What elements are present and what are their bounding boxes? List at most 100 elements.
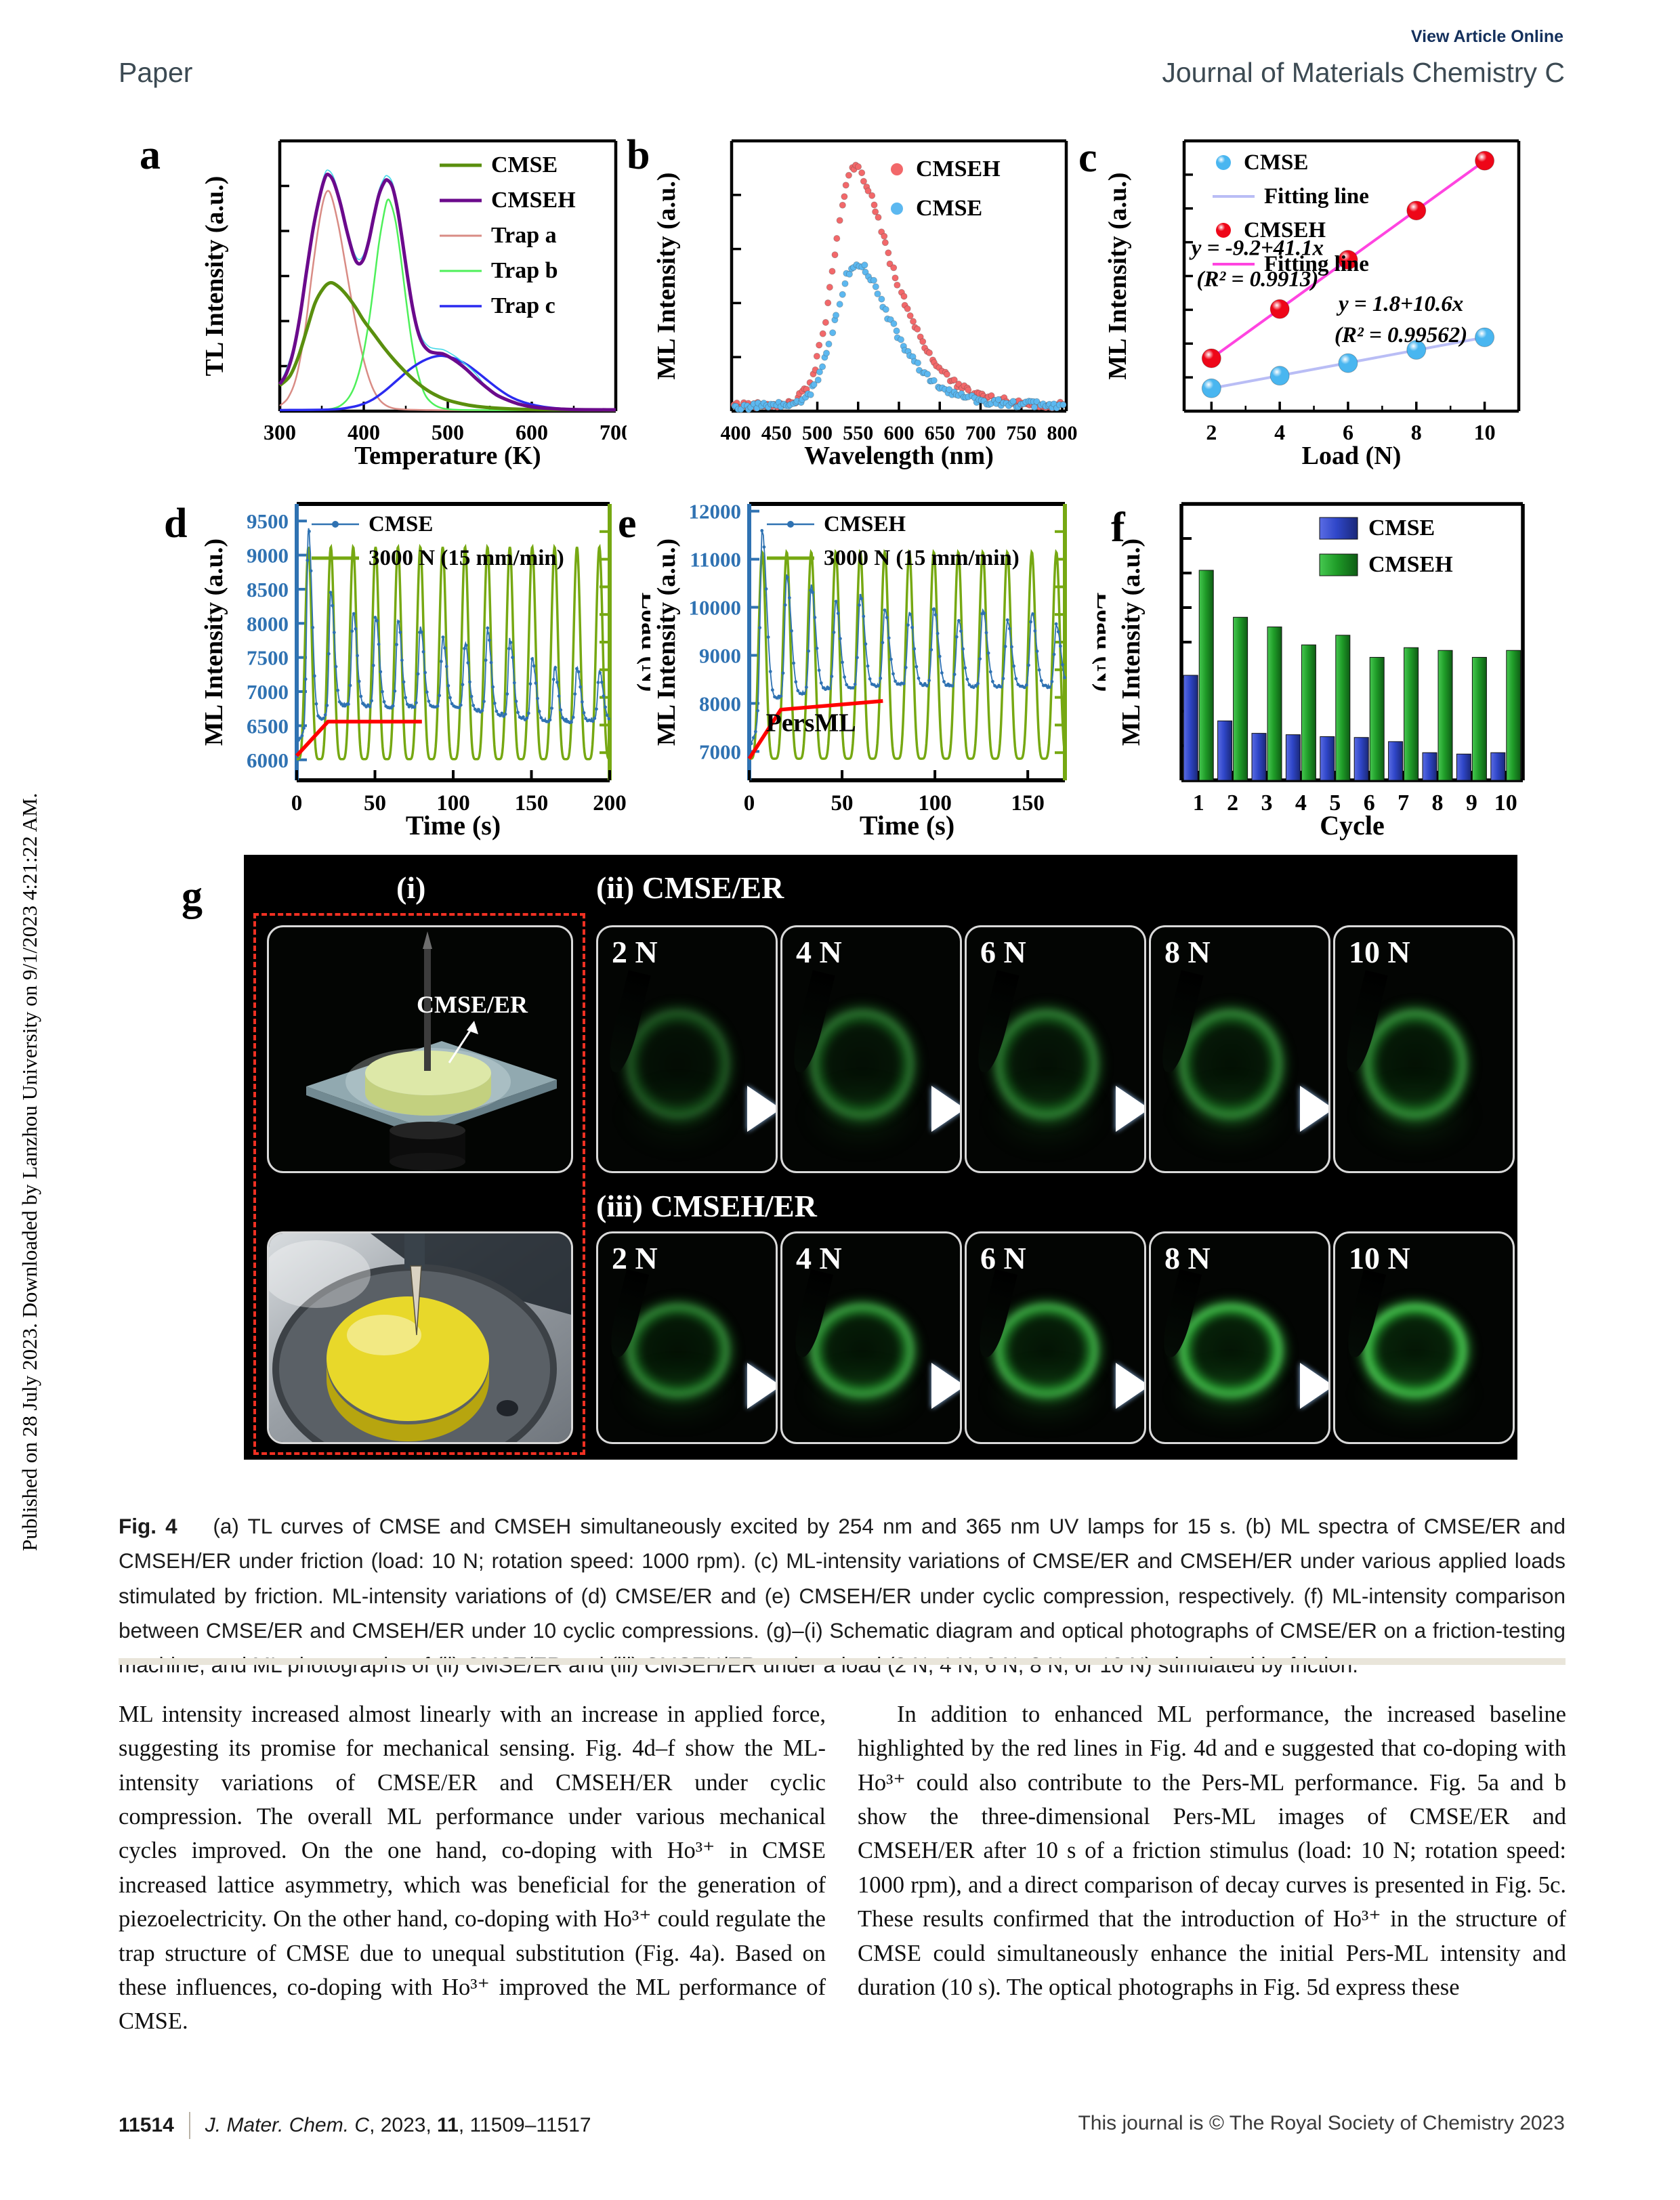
svg-text:6500: 6500 [247, 714, 289, 738]
svg-text:CMSE: CMSE [491, 152, 558, 177]
svg-text:10: 10 [1474, 420, 1496, 444]
schematic-highlight-dashed-box [253, 913, 585, 1455]
svg-text:700: 700 [600, 420, 627, 444]
load-label: 10 N [1349, 1241, 1410, 1275]
body-paragraph-right: In addition to enhanced ML performance, … [858, 1701, 1566, 2000]
play-arrow-icon[interactable] [931, 1086, 960, 1132]
section-divider [119, 1658, 1566, 1665]
svg-text:8: 8 [1411, 420, 1422, 444]
svg-text:Time (s): Time (s) [406, 810, 501, 841]
friction-machine-photo-tile [267, 1231, 573, 1444]
svg-text:Fitting line: Fitting line [1264, 184, 1369, 209]
svg-text:PersML: PersML [766, 709, 856, 738]
figure-caption-text: (a) TL curves of CMSE and CMSEH simultan… [119, 1514, 1566, 1678]
ml-glow-smear [803, 1078, 921, 1151]
svg-text:400: 400 [348, 420, 380, 444]
load-label: 4 N [796, 935, 842, 969]
svg-text:ML Intensity (a.u.): ML Intensity (a.u.) [1104, 172, 1132, 379]
svg-text:Trap c: Trap c [491, 293, 555, 318]
svg-text:11000: 11000 [690, 548, 741, 572]
play-arrow-icon[interactable] [747, 1086, 776, 1132]
footer-volume: 11 [437, 2114, 459, 2136]
ml-glow-smear [988, 1078, 1105, 1151]
svg-text:Trap b: Trap b [491, 258, 558, 283]
svg-text:Load (N): Load (N) [1302, 442, 1402, 470]
ml-photo-cmse-er-5: 10 N [1333, 925, 1515, 1173]
play-arrow-icon[interactable] [1300, 1086, 1328, 1132]
ml-photo-cmseh-er-2: 4 N [780, 1231, 962, 1444]
svg-text:6: 6 [1343, 420, 1353, 444]
play-arrow-icon[interactable] [1116, 1363, 1144, 1409]
svg-text:TL Intensity (a.u.): TL Intensity (a.u.) [201, 176, 229, 377]
ml-photo-cmse-er-2: 4 N [780, 925, 962, 1173]
figure-caption-label: Fig. 4 [119, 1514, 177, 1538]
svg-text:9000: 9000 [247, 544, 289, 568]
body-column-right: In addition to enhanced ML performance, … [858, 1697, 1566, 2004]
ml-photo-cmse-er-3: 6 N [965, 925, 1146, 1173]
svg-text:500: 500 [432, 420, 464, 444]
svg-text:800: 800 [1047, 422, 1077, 444]
svg-text:ML Intensity (a.u.): ML Intensity (a.u.) [652, 172, 681, 379]
friction-pin [424, 948, 431, 1071]
sample-disc-photo [327, 1296, 489, 1421]
svg-text:y = 1.8+10.6x: y = 1.8+10.6x [1336, 292, 1463, 316]
ml-glow-smear [1172, 1078, 1289, 1151]
svg-text:6000: 6000 [247, 748, 289, 772]
svg-text:600: 600 [516, 420, 548, 444]
svg-text:Trap a: Trap a [491, 223, 557, 248]
svg-text:50: 50 [831, 791, 854, 816]
chart-panel-e: 7000 8000 9000 10000 11000 12000 0 50 100 150 Time… [648, 493, 1120, 851]
svg-text:300: 300 [264, 420, 296, 444]
svg-text:CMSEH: CMSEH [824, 512, 906, 536]
panel-letter-g: g [182, 873, 203, 919]
svg-text:400: 400 [721, 422, 751, 444]
ml-photo-cmseh-er-5: 10 N [1333, 1231, 1515, 1444]
svg-text:700: 700 [965, 422, 996, 444]
svg-text:CMSEH: CMSEH [1244, 218, 1326, 242]
svg-text:ML Intensity (a.u.): ML Intensity (a.u.) [1119, 538, 1146, 746]
svg-text:150: 150 [1011, 791, 1045, 816]
svg-text:7500: 7500 [247, 646, 289, 670]
play-arrow-icon[interactable] [1300, 1363, 1328, 1409]
footer-journal-abbrev: J. Mater. Chem. C [205, 2114, 370, 2136]
ml-glow-smear [803, 1363, 921, 1425]
sample-disc-side [365, 1073, 491, 1116]
load-label: 8 N [1164, 1241, 1211, 1275]
svg-text:9500: 9500 [247, 509, 289, 533]
svg-text:Temperature (K): Temperature (K) [354, 442, 541, 470]
svg-text:100: 100 [436, 791, 470, 816]
view-article-online-link[interactable]: View Article Online [1410, 27, 1563, 46]
svg-text:CMSE: CMSE [369, 512, 433, 536]
svg-text:3: 3 [1261, 790, 1273, 816]
svg-text:8000: 8000 [699, 692, 741, 715]
footer-citation: 11514 J. Mater. Chem. C, 2023, 11, 11509… [119, 2112, 591, 2139]
panel-letter-d: d [164, 501, 188, 547]
svg-text:650: 650 [925, 422, 955, 444]
svg-text:550: 550 [843, 422, 873, 444]
svg-text:CMSEH: CMSEH [491, 188, 576, 213]
svg-text:8: 8 [1432, 790, 1444, 816]
play-arrow-icon[interactable] [747, 1363, 776, 1409]
svg-text:6: 6 [1364, 790, 1375, 816]
row-label-cmseh-er: (iii) CMSEH/ER [596, 1189, 817, 1223]
load-label: 8 N [1164, 935, 1211, 969]
chart-panel-c: 2 4 6 8 10 Load (N) ML Intensity (a.u.) CMSE Fit… [1103, 130, 1531, 479]
svg-text:4: 4 [1295, 790, 1307, 816]
svg-text:7000: 7000 [699, 740, 741, 763]
load-label: 6 N [980, 1241, 1026, 1275]
svg-text:ML Intensity (a.u.): ML Intensity (a.u.) [200, 538, 228, 746]
ml-glow-smear [1356, 1078, 1473, 1151]
sample-disc-top [365, 1051, 491, 1095]
ml-photo-cmseh-er-1: 2 N [596, 1231, 778, 1444]
svg-text:200: 200 [593, 791, 627, 816]
svg-text:100: 100 [918, 791, 952, 816]
svg-text:500: 500 [802, 422, 833, 444]
play-arrow-icon[interactable] [931, 1363, 960, 1409]
friction-schematic-tile: CMSE/ER [267, 925, 573, 1173]
ml-photo-cmseh-er-4: 8 N [1149, 1231, 1330, 1444]
svg-text:450: 450 [761, 422, 792, 444]
svg-text:(R² = 0.99562): (R² = 0.99562) [1335, 323, 1467, 347]
play-arrow-icon[interactable] [1116, 1086, 1144, 1132]
svg-text:Load (N): Load (N) [1091, 593, 1106, 692]
svg-text:12000: 12000 [689, 500, 742, 524]
